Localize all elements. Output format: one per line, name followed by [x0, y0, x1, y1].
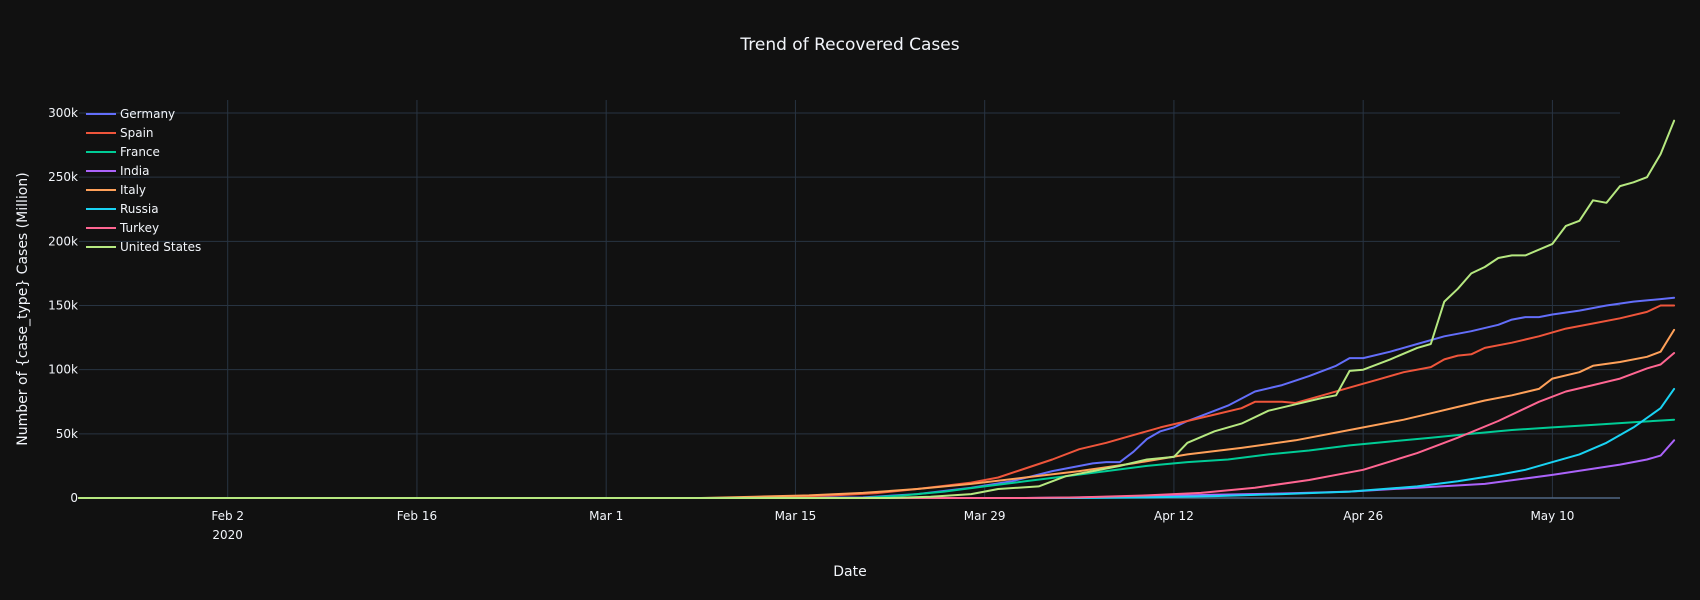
x-tick-label: May 10 [1530, 509, 1574, 523]
y-tick-label: 50k [56, 427, 78, 441]
x-tick-label: Mar 29 [964, 509, 1006, 523]
series-line-france [78, 418, 1676, 499]
series-line-italy [78, 328, 1676, 499]
legend-label: United States [120, 240, 201, 254]
series-line-united-states [78, 119, 1676, 499]
y-axis-ticks: 0 50k 100k 150k 200k 250k 300k [48, 106, 78, 505]
x-axis-ticks: Feb 2 2020 Feb 16 Mar 1 Mar 15 Mar 29 Apr 12 Ap… [211, 509, 1574, 542]
series-line-turkey [78, 352, 1676, 499]
series-line-russia [78, 387, 1676, 499]
x-tick-label: Feb 16 [397, 509, 437, 523]
x-axis-label: Date [833, 564, 866, 580]
legend-item-russia[interactable]: Russia [86, 202, 159, 216]
x-tick-label: Apr 12 [1154, 509, 1194, 523]
legend-label: Italy [120, 183, 146, 197]
legend[interactable]: Germany Spain France India Italy Russia Turkey… [86, 107, 201, 254]
legend-item-france[interactable]: France [86, 145, 160, 159]
y-tick-label: 100k [48, 363, 78, 377]
y-tick-label: 200k [48, 234, 78, 248]
legend-label: France [120, 145, 160, 159]
x-tick-label: Apr 26 [1343, 509, 1383, 523]
y-tick-label: 0 [70, 491, 78, 505]
x-tick-label: Feb 2 [211, 509, 244, 523]
y-axis-label: Number of {case_type} Cases (Million) [15, 172, 31, 445]
y-tick-label: 300k [48, 106, 78, 120]
x-tick-label: Mar 15 [775, 509, 817, 523]
legend-label: Spain [120, 126, 154, 140]
x-tick-label: Mar 1 [589, 509, 623, 523]
series-line-germany [78, 296, 1676, 499]
legend-item-united-states[interactable]: United States [86, 240, 201, 254]
y-tick-label: 150k [48, 299, 78, 313]
legend-label: Russia [120, 202, 159, 216]
chart-title: Trend of Recovered Cases [739, 35, 959, 55]
legend-item-italy[interactable]: Italy [86, 183, 146, 197]
legend-item-turkey[interactable]: Turkey [86, 221, 159, 235]
y-tick-label: 250k [48, 170, 78, 184]
legend-label: Germany [120, 107, 175, 121]
series-lines [78, 119, 1676, 499]
legend-label: Turkey [119, 221, 159, 235]
x-tick-sublabel: 2020 [212, 528, 243, 542]
legend-item-spain[interactable]: Spain [86, 126, 154, 140]
legend-label: India [120, 164, 149, 178]
legend-item-india[interactable]: India [86, 164, 149, 178]
legend-item-germany[interactable]: Germany [86, 107, 175, 121]
